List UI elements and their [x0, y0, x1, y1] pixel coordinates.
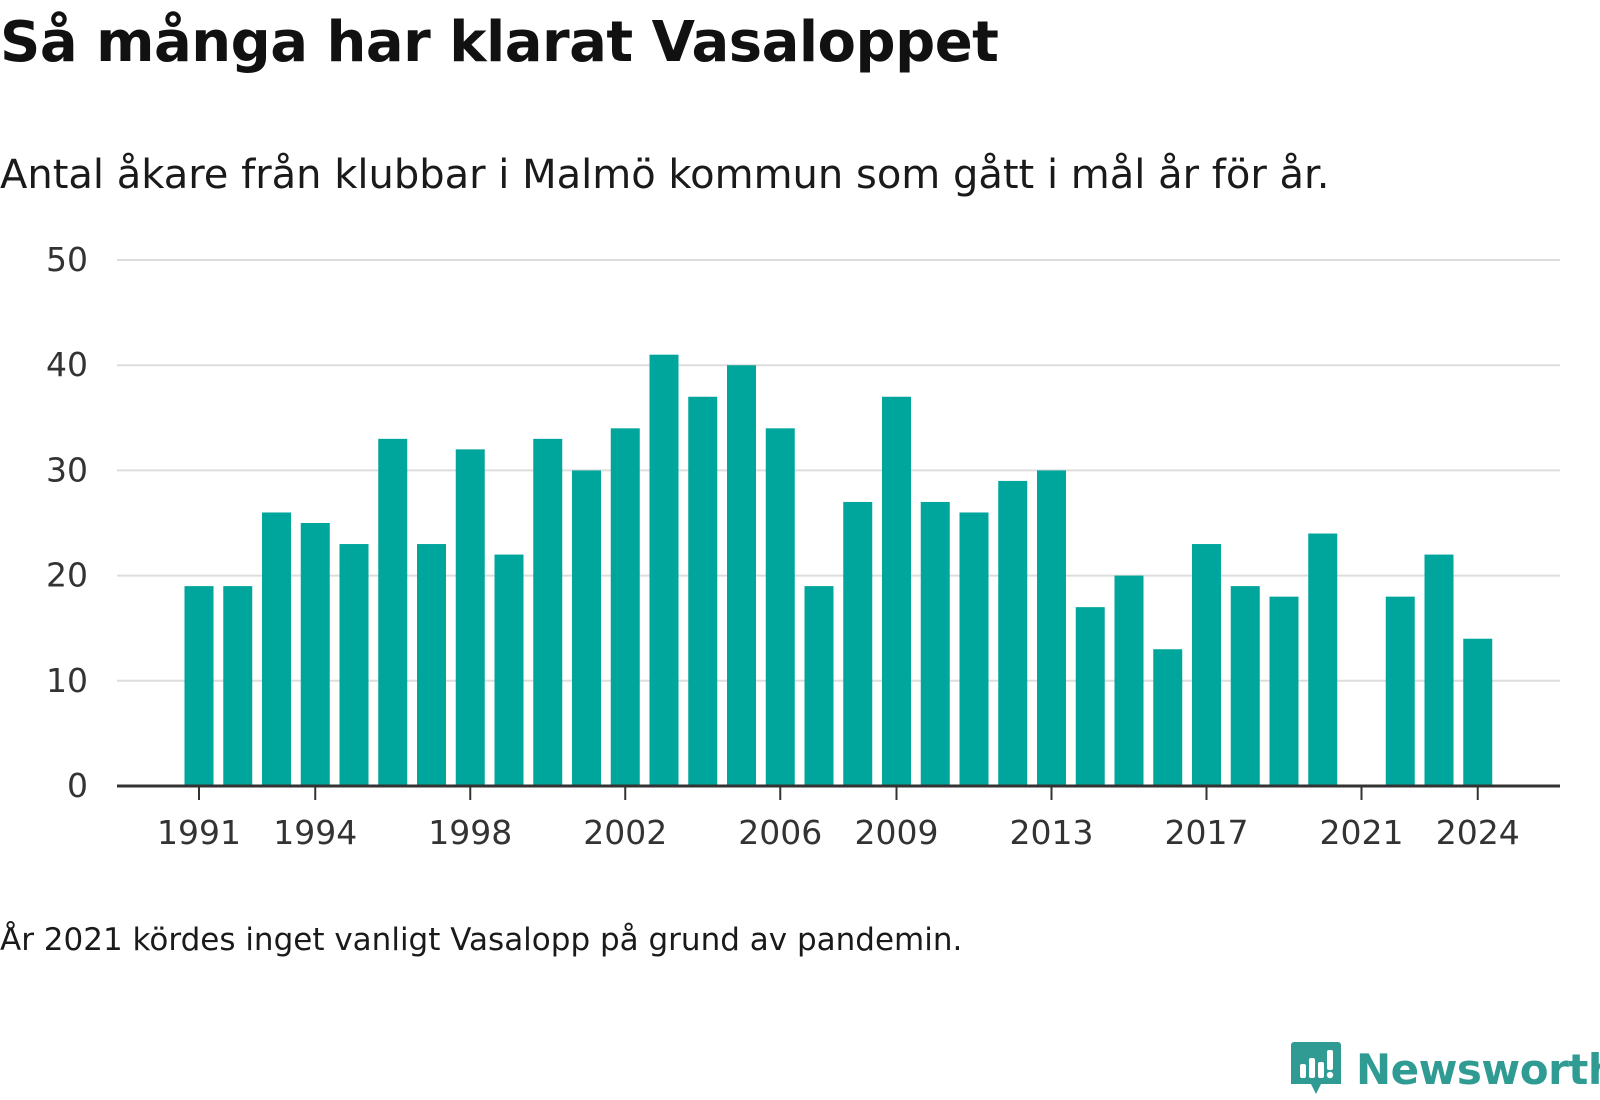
bar-2006: [765, 428, 795, 786]
bar-2002: [610, 428, 640, 786]
bar-chart: 0 10 20 30 40 50 1991 1994 1998 2002 2006 2009 2013 2…: [46, 240, 1560, 852]
x-tick-label: 2024: [1436, 813, 1520, 852]
bar-2013: [1037, 470, 1066, 786]
bar-2017: [1192, 544, 1221, 786]
bar-2020: [1308, 533, 1338, 786]
bar-2011: [959, 512, 989, 786]
y-tick-label: 0: [67, 766, 88, 805]
bar-2019: [1269, 596, 1299, 786]
bar-2014: [1075, 607, 1105, 786]
brand-name: Newsworthy: [1356, 1044, 1600, 1094]
bar-2004: [688, 396, 718, 786]
y-tick-label: 30: [46, 450, 88, 489]
bar-1994: [300, 523, 330, 786]
y-tick-label: 50: [46, 240, 88, 279]
y-tick-label: 10: [46, 661, 88, 700]
x-tick-label: 2006: [738, 813, 822, 852]
x-tick-label: 2002: [583, 813, 667, 852]
bar-2005: [727, 365, 756, 786]
y-tick-label: 20: [46, 556, 88, 595]
bar-2000: [533, 438, 563, 786]
bar-2018: [1230, 586, 1260, 786]
bar-1993: [262, 512, 291, 786]
x-tick-label: 1998: [428, 813, 512, 852]
bar-1995: [339, 544, 369, 786]
x-tick-label: 1991: [157, 813, 241, 852]
chart-title: Så många har klarat Vasaloppet: [0, 10, 999, 75]
bar-1998: [455, 449, 485, 786]
bar-2024: [1463, 638, 1493, 786]
bar-1991: [184, 586, 214, 786]
bar-2007: [804, 586, 834, 786]
newsworthy-logo-icon: [1291, 1042, 1341, 1094]
x-tick-label: 1994: [273, 813, 357, 852]
bar-1996: [378, 438, 408, 786]
x-tick-label: 2017: [1165, 813, 1249, 852]
bar-2012: [998, 480, 1028, 786]
x-tick-label: 2013: [1010, 813, 1094, 852]
bar-2023: [1424, 554, 1454, 786]
footnote: År 2021 kördes inget vanligt Vasalopp på…: [0, 922, 963, 958]
bar-2003: [649, 354, 679, 786]
bar-1997: [417, 544, 446, 786]
bar-2010: [920, 501, 950, 786]
bar-2008: [843, 501, 873, 786]
x-tick-label: 2021: [1320, 813, 1404, 852]
brand-logo: Newsworthy: [1290, 1040, 1600, 1098]
bar-1999: [494, 554, 524, 786]
x-tick-label: 2009: [855, 813, 939, 852]
bar-2001: [572, 470, 601, 786]
y-tick-label: 40: [46, 345, 88, 384]
bar-2009: [882, 396, 911, 786]
bar-2016: [1153, 649, 1183, 786]
bar-1992: [223, 586, 253, 786]
bar-2022: [1385, 596, 1415, 786]
bar-2015: [1114, 575, 1144, 786]
chart-subtitle: Antal åkare från klubbar i Malmö kommun …: [0, 152, 1330, 198]
